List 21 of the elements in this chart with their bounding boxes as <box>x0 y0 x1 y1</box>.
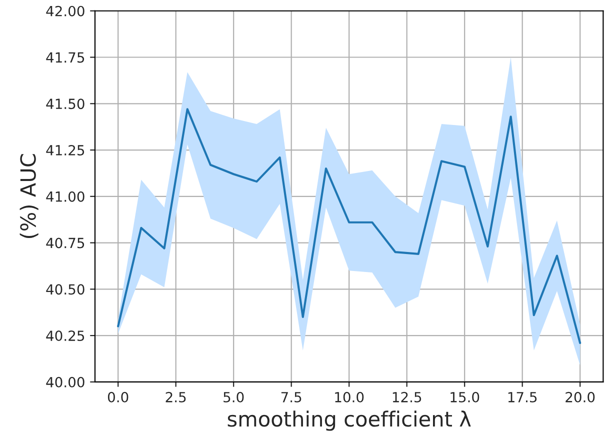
y-tick-label: 40.50 <box>46 284 84 295</box>
x-tick-label: 17.5 <box>508 392 537 402</box>
y-tick-label: 40.00 <box>46 376 84 388</box>
x-axis-title: smoothing coefficient λ <box>228 410 471 431</box>
y-tick-label: 40.75 <box>46 238 84 248</box>
x-tick-label: 10.0 <box>335 392 364 402</box>
y-tick-label: 42.00 <box>46 6 84 16</box>
y-tick-label: 41.50 <box>46 98 84 110</box>
y-tick-label: 41.25 <box>46 144 84 156</box>
y-axis-title: (%) AUC <box>20 154 38 238</box>
x-tick-label: 15.0 <box>450 392 480 402</box>
x-tick-label: 7.5 <box>281 392 302 402</box>
x-tick-label: 12.5 <box>392 392 422 402</box>
y-tick-label: 40.25 <box>46 330 84 342</box>
x-tick-label: 2.5 <box>166 392 186 402</box>
y-tick-label: 41.00 <box>46 191 84 202</box>
x-tick-label: 20.0 <box>566 392 595 402</box>
line-series <box>117 108 582 344</box>
x-tick-label: 5.0 <box>224 392 244 402</box>
x-tick-label: 0.0 <box>108 392 128 402</box>
y-tick-label: 41.75 <box>46 52 84 63</box>
